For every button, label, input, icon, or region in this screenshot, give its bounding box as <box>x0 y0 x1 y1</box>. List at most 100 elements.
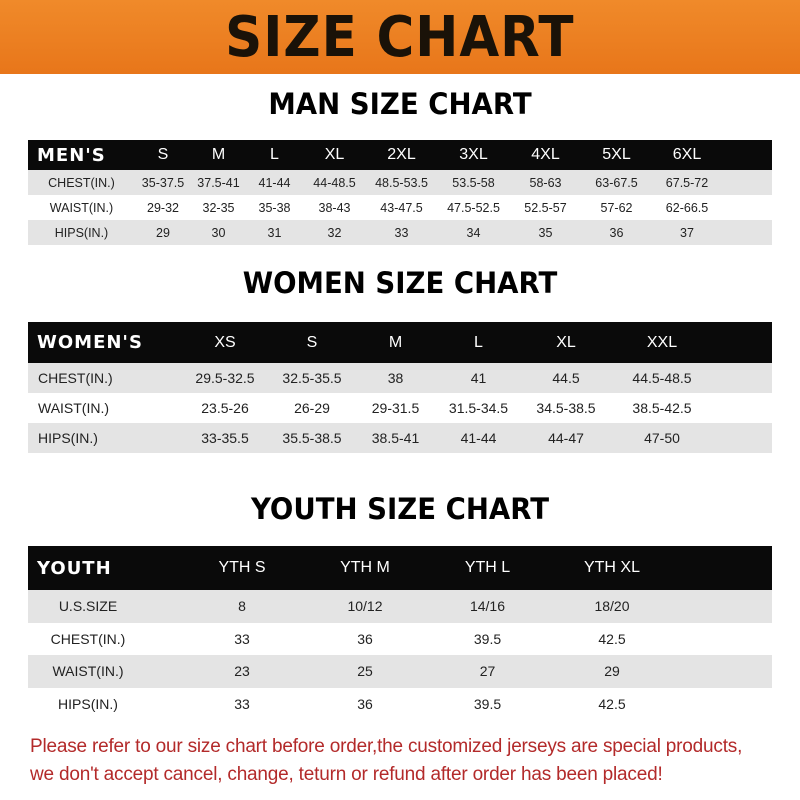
table-row: CHEST(IN.) 35-37.5 37.5-41 41-44 44-48.5 48.5… <box>28 170 772 195</box>
men-section-title: MAN SIZE CHART <box>268 87 532 121</box>
table-cell: 35.5-38.5 <box>282 430 342 446</box>
table-cell: 41-44 <box>460 430 497 446</box>
table-cell: YTH L <box>464 559 511 576</box>
table-cell: 43-47.5 <box>380 200 423 215</box>
table-cell: 29 <box>604 663 620 680</box>
table-cell: 35-38 <box>258 200 291 215</box>
table-header-row: YOUTH YTH S YTH M YTH L YTH XL <box>28 546 772 590</box>
men-size-table: MEN'S S M L XL 2XL 3XL 4XL 5XL 6XL CHEST(IN.) 35-37… <box>28 140 772 245</box>
order-notice: Please refer to our size chart before or… <box>30 733 790 789</box>
table-cell: 23.5-26 <box>201 400 249 416</box>
table-cell: 37.5-41 <box>197 175 240 190</box>
table-cell: 44.5 <box>552 370 580 386</box>
table-cell: S <box>306 333 318 351</box>
table-cell: 31 <box>267 225 282 240</box>
row-label: WOMEN'S <box>37 332 143 353</box>
row-label: CHEST(IN.) <box>38 370 113 386</box>
table-cell: YTH XL <box>583 559 640 576</box>
row-label: U.S.SIZE <box>58 598 118 615</box>
row-label: HIPS(IN.) <box>38 430 98 446</box>
table-cell: 35-37.5 <box>141 175 185 190</box>
table-cell: 38 <box>387 370 404 386</box>
table-cell: 5XL <box>602 146 631 163</box>
table-cell: 30 <box>211 225 226 240</box>
table-cell: 38.5-42.5 <box>632 400 692 416</box>
table-cell: 4XL <box>531 146 560 163</box>
table-row: CHEST(IN.) 33 36 39.5 42.5 <box>28 622 772 655</box>
table-cell: 33 <box>234 695 250 712</box>
table-cell: M <box>388 333 403 351</box>
table-cell: 48.5-53.5 <box>375 175 428 190</box>
table-cell: 34.5-38.5 <box>536 400 596 416</box>
table-header-row: MEN'S S M L XL 2XL 3XL 4XL 5XL 6XL <box>28 140 772 170</box>
table-cell: 10/12 <box>347 598 383 615</box>
table-cell: 58-63 <box>529 175 562 190</box>
row-label: HIPS(IN.) <box>58 695 118 712</box>
table-cell: 33 <box>234 630 250 647</box>
table-cell: 33 <box>394 225 409 240</box>
table-cell: 36 <box>357 630 373 647</box>
table-cell: XL <box>324 146 345 163</box>
table-cell: 2XL <box>387 146 416 163</box>
table-cell: 26-29 <box>294 400 330 416</box>
table-row: WAIST(IN.) 23 25 27 29 <box>28 655 772 688</box>
table-cell: 3XL <box>459 146 488 163</box>
table-cell: S <box>157 146 169 163</box>
table-cell: 38-43 <box>318 200 351 215</box>
table-cell: 37 <box>680 225 694 240</box>
women-size-table: WOMEN'S XS S M L XL XXL CHEST(IN.) 29.5-32.5 32.5… <box>28 322 772 453</box>
table-header-row: WOMEN'S XS S M L XL XXL <box>28 322 772 363</box>
row-label: HIPS(IN.) <box>54 225 109 240</box>
table-cell: 33-35.5 <box>201 430 249 446</box>
table-cell: 6XL <box>672 146 702 163</box>
table-row: WAIST(IN.) 29-32 32-35 35-38 38-43 43-47.5 47.… <box>28 195 772 220</box>
table-cell: 14/16 <box>469 598 506 615</box>
table-cell: 18/20 <box>594 598 630 615</box>
row-label: YOUTH <box>37 557 112 579</box>
table-cell: 29.5-32.5 <box>195 370 255 386</box>
row-label: WAIST(IN.) <box>49 200 114 215</box>
row-label: CHEST(IN.) <box>48 175 115 190</box>
table-cell: 32.5-35.5 <box>282 370 342 386</box>
table-row: HIPS(IN.) 33-35.5 35.5-38.5 38.5-41 41-44 44-… <box>28 423 772 453</box>
table-row: U.S.SIZE 8 10/12 14/16 18/20 <box>28 590 772 623</box>
banner-title: SIZE CHART <box>225 4 575 70</box>
table-cell: 38.5-41 <box>371 430 420 446</box>
notice-line-2: we don't accept cancel, change, teturn o… <box>30 764 663 785</box>
table-cell: 23 <box>234 663 250 680</box>
table-cell: 32-35 <box>202 200 235 215</box>
table-cell: 47.5-52.5 <box>447 200 500 215</box>
table-cell: 39.5 <box>473 695 502 712</box>
table-cell: 8 <box>238 598 246 615</box>
row-label: MEN'S <box>37 144 106 166</box>
table-cell: 52.5-57 <box>524 200 567 215</box>
table-cell: 47-50 <box>644 430 680 446</box>
table-cell: 25 <box>357 663 373 680</box>
table-cell: 32 <box>327 225 342 240</box>
table-cell: 41-44 <box>258 175 291 190</box>
table-row: WAIST(IN.) 23.5-26 26-29 29-31.5 31.5-34.5 34… <box>28 393 772 423</box>
table-cell: 57-62 <box>600 200 633 215</box>
youth-section-title: YOUTH SIZE CHART <box>250 492 550 526</box>
table-cell: 41 <box>470 370 487 386</box>
table-cell: XL <box>556 333 576 351</box>
notice-line-1: Please refer to our size chart before or… <box>30 736 743 757</box>
table-cell: 31.5-34.5 <box>448 400 509 416</box>
table-cell: 36 <box>609 225 624 240</box>
table-row: HIPS(IN.) 33 36 39.5 42.5 <box>28 687 772 720</box>
table-cell: 29-32 <box>147 200 179 215</box>
table-cell: 42.5 <box>598 630 626 647</box>
table-cell: 44-48.5 <box>313 175 356 190</box>
table-cell: 27 <box>479 663 496 680</box>
size-chart-banner: SIZE CHART <box>0 0 800 74</box>
table-cell: 29 <box>156 225 170 240</box>
table-cell: 34 <box>466 225 481 240</box>
table-cell: 44.5-48.5 <box>632 370 692 386</box>
table-cell: 63-67.5 <box>595 175 638 190</box>
table-cell: 29-31.5 <box>371 400 420 416</box>
row-label: WAIST(IN.) <box>38 400 110 416</box>
row-label: CHEST(IN.) <box>50 630 126 647</box>
table-cell: 44-47 <box>548 430 584 446</box>
table-cell: 35 <box>538 225 553 240</box>
table-cell: XXL <box>646 333 678 351</box>
